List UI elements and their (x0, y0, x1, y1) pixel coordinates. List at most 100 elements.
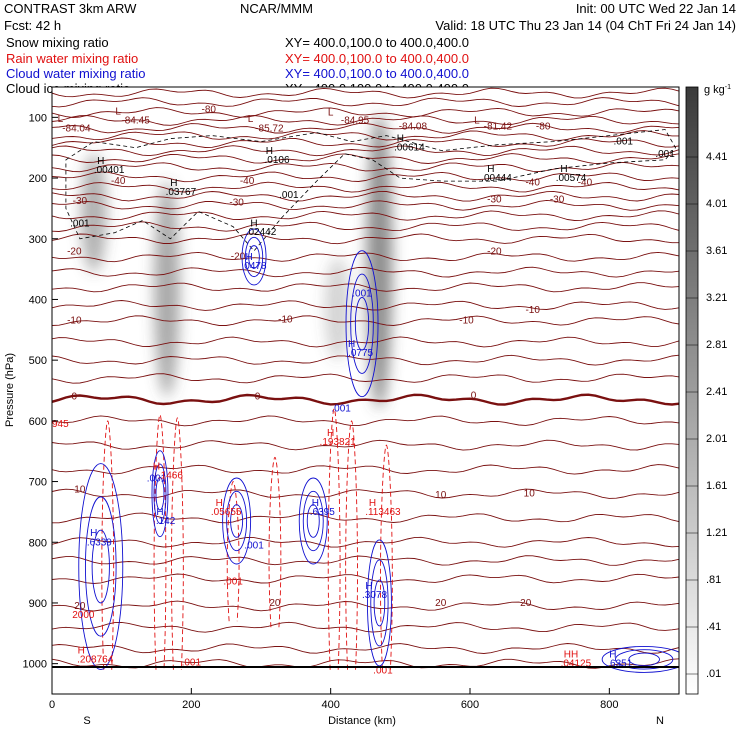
snow-core (324, 256, 351, 361)
theta-contour-line (52, 87, 679, 99)
colorbar-level-label: 4.41 (706, 151, 727, 163)
colorbar-level-label: 1.61 (706, 480, 727, 492)
colorbar-level-label: 1.21 (706, 527, 727, 539)
annotation-rain: HH (564, 650, 578, 661)
cloud-water-contour (306, 504, 320, 538)
annotation-rain: .1466 (158, 471, 183, 482)
annotation-cloud_water: .6351 (607, 659, 632, 670)
rain-contour (171, 417, 184, 670)
rain-contour (226, 481, 240, 622)
contour-annotations: L-84.04L-84.45-80L-85.72L-84.95-84.08L-8… (52, 104, 675, 676)
theta-contour-line (52, 161, 679, 173)
cloud-water-contours (78, 228, 679, 673)
legend-cloudwater-label: Cloud water mixing ratio (6, 66, 145, 81)
cloud-ice-contours (65, 129, 676, 252)
y-tick-label: 800 (29, 537, 47, 549)
annotation-ice: H (487, 164, 494, 175)
theta-contour-line (52, 97, 679, 108)
annotation-rain: H (78, 645, 85, 656)
colorbar-level-label: 4.01 (706, 198, 727, 210)
cloud-water-contour (350, 273, 374, 374)
theta-contour-line (52, 536, 679, 548)
rain-contour (345, 420, 358, 670)
annotation-cloud_water: H (90, 528, 97, 539)
annotation-cloud_water: H (609, 650, 616, 661)
annotation-theta: -30 (229, 197, 244, 208)
y-tick-label: 200 (29, 173, 47, 185)
annotation-theta: -84.04 (62, 123, 91, 134)
annotation-ice: .001 (655, 149, 675, 160)
cloud-water-contour (222, 477, 252, 565)
colorbar-labels: .01 .41 .81 1.21 1.61 2.01 2.41 2.81 3.21 3.61 4.0… (686, 151, 727, 680)
annotation-rain: H (153, 461, 160, 472)
theta-contour-line (52, 354, 679, 366)
cloud-water-contour (91, 529, 110, 604)
annotation-ice: H (560, 164, 567, 175)
x-end-label-north: N (656, 715, 664, 727)
cloud-water-contour (230, 504, 244, 538)
y-tick-label: 400 (29, 294, 47, 306)
annotation-theta: -84.95 (341, 115, 370, 126)
center-title: NCAR/MMM (240, 1, 313, 16)
theta-contour-line (52, 621, 679, 633)
annotation-theta: 10 (435, 490, 447, 501)
annotation-theta: -30 (550, 194, 565, 205)
colorbar-level-label: 2.01 (706, 433, 727, 445)
theta-contour-line (52, 145, 679, 157)
annotation-theta: -20 (231, 251, 246, 262)
annotation-theta: -10 (525, 305, 540, 316)
annotation-ice: .02442 (246, 227, 277, 238)
theta-contour-line (52, 282, 679, 293)
y-axis-label: Pressure (hPa) (4, 353, 16, 427)
x-tick-label: 400 (321, 699, 339, 711)
theta-contour-line (52, 107, 679, 118)
colorbar (685, 86, 699, 695)
plot-area (52, 87, 679, 694)
annotation-theta: 10 (74, 484, 86, 495)
annotation-ice: .00574 (556, 173, 587, 184)
cloud-water-contour (78, 463, 124, 670)
annotation-rain: H (327, 428, 334, 439)
cloud-water-contour (345, 250, 379, 398)
annotation-theta: -85.72 (255, 123, 284, 134)
annotation-cloud_water: .6395 (310, 507, 335, 518)
annotation-cloud_water: H (365, 581, 372, 592)
theta-contour-line (52, 266, 679, 278)
y-tick-label: 900 (29, 598, 47, 610)
x-tick-label: 800 (600, 699, 618, 711)
annotation-cloud_water: .142 (156, 516, 176, 527)
annotation-ice: .03767 (166, 187, 197, 198)
annotation-theta: 20 (269, 598, 281, 609)
annotation-ice: .00614 (394, 143, 425, 154)
plot-frame (51, 86, 680, 695)
annotation-theta: L (115, 106, 121, 117)
annotation-cloud_water: .001 (147, 474, 167, 485)
cloud-water-contour (354, 296, 370, 351)
annotation-ice: H (397, 134, 404, 145)
legend-snow-xy: XY= 400.0,100.0 to 400.0,400.0 (285, 35, 469, 50)
annotation-ice: .00444 (481, 173, 512, 184)
x-tick-label: 0 (49, 699, 55, 711)
valid-time: Valid: 18 UTC Thu 23 Jan 14 (04 ChT Fri … (435, 18, 736, 33)
annotation-theta: 0 (255, 392, 261, 403)
cloud-water-contour (298, 477, 328, 565)
annotation-theta: 20 (74, 601, 86, 612)
annotation-rain: .04125 (561, 659, 592, 670)
y-tick-label: 100 (29, 112, 47, 124)
theta-contour-line (52, 199, 679, 211)
cloud-water-contour (615, 649, 674, 670)
annotation-cloud_water: .001 (331, 404, 351, 415)
theta-contour-line (52, 181, 679, 193)
y-tick-label: 500 (29, 355, 47, 367)
annotation-ice: .001 (70, 219, 90, 230)
annotation-theta: 20 (435, 598, 447, 609)
annotation-ice: H (97, 156, 104, 167)
legend-rain-label: Rain water mixing ratio (6, 51, 138, 66)
cloud-water-contour (601, 645, 679, 673)
colorbar-level-label: .41 (706, 621, 721, 633)
cloud-water-contour (302, 490, 324, 552)
annotation-cloud_water: .0478 (242, 261, 267, 272)
annotation-theta: 0 (471, 390, 477, 401)
legend-rain-xy: XY= 400.0,100.0 to 400.0,400.0 (285, 51, 469, 66)
